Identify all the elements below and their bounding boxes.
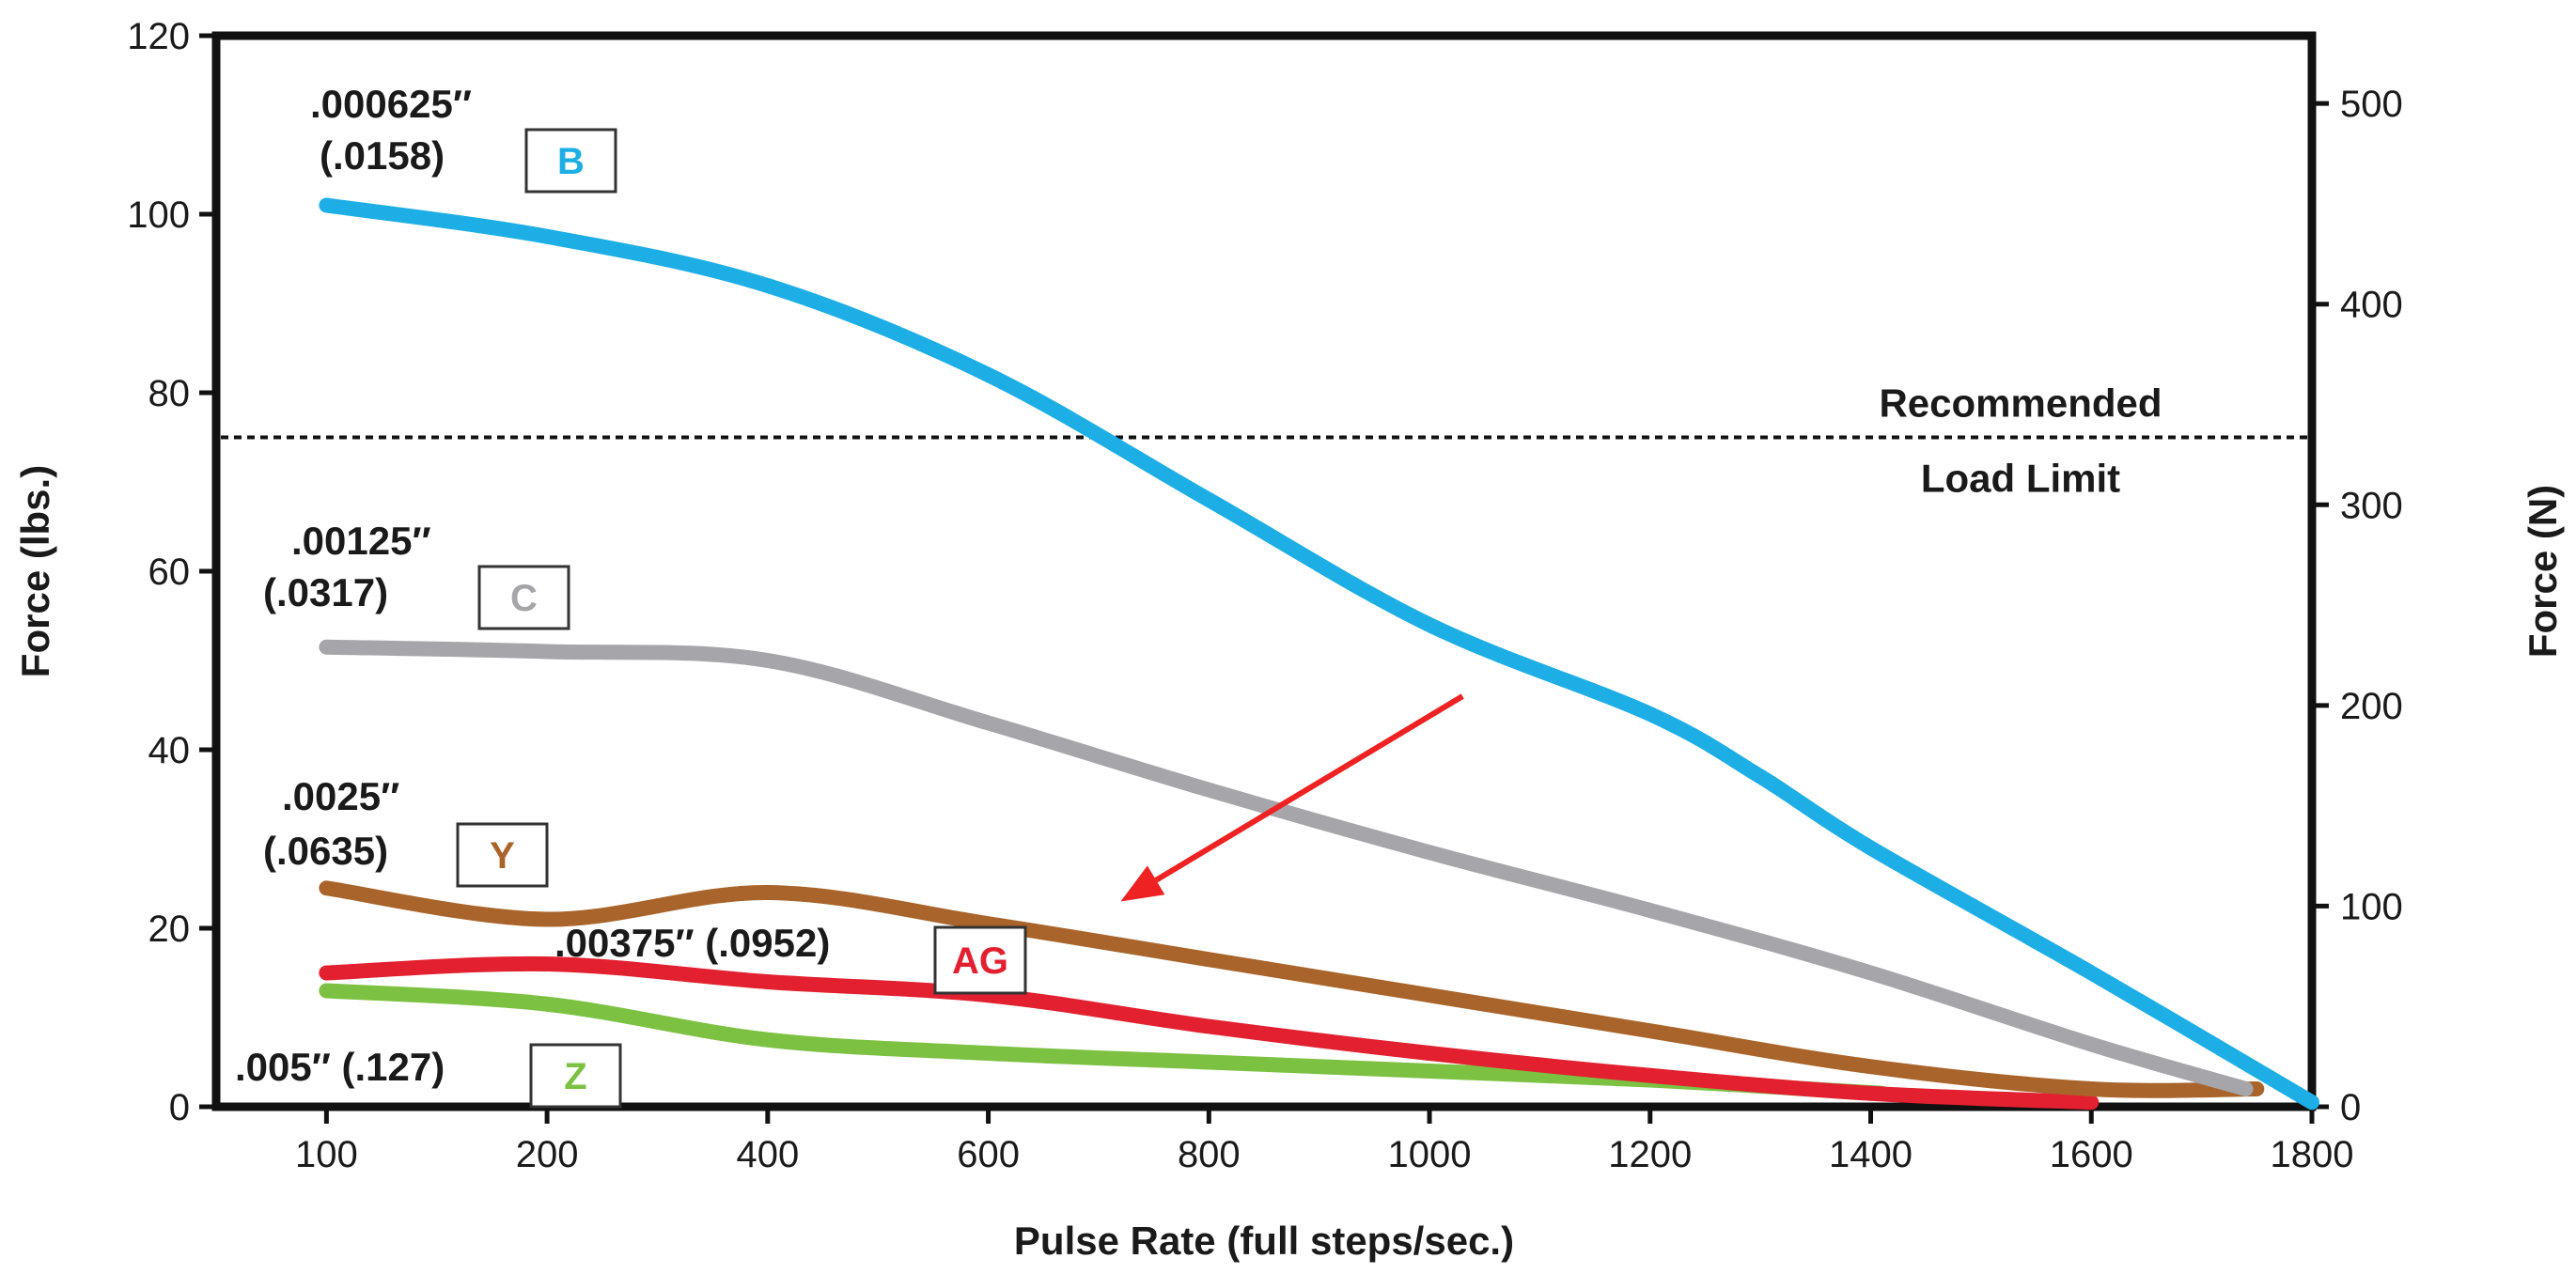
- step-size-label-ag: .00375″ (.0952): [554, 921, 830, 965]
- series-badge-box-ag: [933, 925, 1027, 995]
- series-badge-b: B: [557, 141, 585, 182]
- y-right-tick-label: 0: [2340, 1087, 2361, 1128]
- series-badge-box-c: [477, 565, 570, 630]
- series-badge-box-b: [524, 128, 617, 194]
- y-axis-title-left: Force (lbs.): [13, 465, 57, 677]
- y-tick-label: 100: [127, 194, 190, 236]
- x-tick-label: 1200: [1608, 1134, 1692, 1175]
- y-tick-label: 120: [127, 16, 190, 57]
- y-axis-title-right: Force (N): [2521, 485, 2565, 658]
- x-tick-label: 1600: [2050, 1134, 2133, 1175]
- step-size-mm-label-b: (.0158): [320, 133, 445, 178]
- series-lines: [319, 197, 2319, 1111]
- step-size-label-b: .000625″: [310, 82, 472, 126]
- y-tick-label: 0: [169, 1087, 190, 1128]
- step-size-mm-label-y: (.0635): [263, 829, 388, 873]
- x-tick-label: 1400: [1829, 1134, 1912, 1175]
- y-right-tick-label: 100: [2340, 886, 2403, 927]
- series-line-b: [319, 197, 2319, 1111]
- y-tick-label: 80: [148, 373, 191, 414]
- step-size-mm-label-c: (.0317): [263, 570, 388, 614]
- series-line-c: [319, 639, 2254, 1096]
- step-size-label-y: .0025″: [282, 774, 399, 818]
- y-right-tick-label: 300: [2340, 485, 2403, 526]
- y-tick-label: 40: [148, 730, 191, 771]
- series-badge-box-z: [529, 1043, 622, 1109]
- x-tick-label: 800: [1178, 1134, 1241, 1175]
- y-right-tick-label: 400: [2340, 285, 2403, 326]
- series-badge-z: Z: [564, 1056, 586, 1097]
- series-badge-c: C: [510, 578, 538, 619]
- x-tick-label: 1000: [1388, 1134, 1472, 1175]
- x-tick-label: 400: [736, 1134, 799, 1175]
- series-badge-box-y: [456, 822, 549, 888]
- x-tick-label: 200: [516, 1134, 579, 1175]
- x-tick-label: 100: [295, 1134, 358, 1175]
- arrow-shaft: [1154, 693, 1464, 883]
- direction-arrow: [1120, 693, 1464, 902]
- arrow-head: [1120, 865, 1165, 902]
- x-tick-label: 600: [957, 1134, 1020, 1175]
- series-badge-ag: AG: [952, 940, 1008, 982]
- x-tick-label: 1800: [2271, 1134, 2354, 1175]
- x-axis-title: Pulse Rate (full steps/sec.): [1014, 1219, 1514, 1263]
- reference-line-group: Recommended Load Limit: [221, 381, 2307, 501]
- step-size-label-z: .005″ (.127): [235, 1045, 445, 1089]
- series-line-y: [319, 880, 2265, 1098]
- series-annotations: .000625″ (.0158) B .00125″ (.0317) C .0025″ (.0…: [235, 82, 1027, 1109]
- step-size-label-c: .00125″: [291, 519, 431, 563]
- y-tick-label: 20: [148, 909, 191, 950]
- y-right-tick-label: 200: [2340, 686, 2403, 727]
- series-badge-y: Y: [490, 835, 515, 877]
- reference-label-line1: Recommended: [1879, 381, 2162, 426]
- y-right-tick-label: 500: [2340, 84, 2403, 125]
- reference-label-line2: Load Limit: [1921, 457, 2120, 501]
- series-line-ag: [319, 956, 2100, 1111]
- y-tick-label: 60: [148, 552, 191, 593]
